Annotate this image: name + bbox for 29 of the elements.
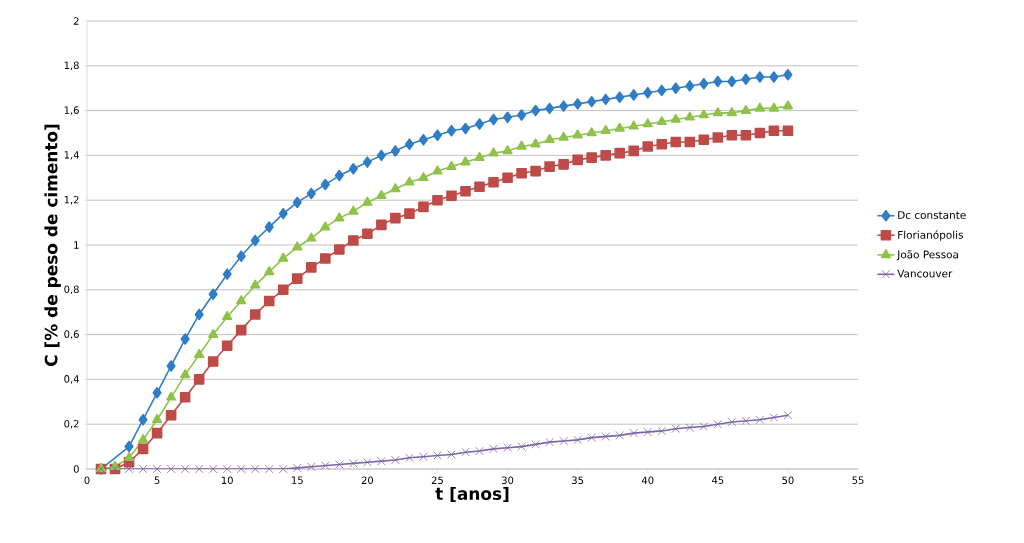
x-tick-label: 50 — [782, 476, 794, 485]
x-tick-label: 55 — [852, 476, 864, 484]
x-tick-label: 40 — [641, 476, 654, 485]
y-tick-label: 1,8 — [64, 61, 79, 71]
x-tick-label: 5 — [154, 476, 160, 484]
y-tick-label: 0,6 — [64, 330, 79, 339]
x-tick-label: 15 — [292, 476, 303, 484]
y-tick-label: 1,2 — [64, 195, 79, 205]
x-tick-label: 25 — [431, 476, 443, 485]
y-tick-label: 1,4 — [64, 151, 79, 160]
y-tick-label: 0,4 — [64, 375, 79, 384]
y-tick-label: 2 — [73, 17, 79, 25]
y-tick-label: 0,2 — [64, 419, 79, 429]
x-axis-title: t [anos] — [435, 486, 509, 502]
x-tick-label: 0 — [84, 476, 90, 485]
x-tick-label: 10 — [221, 476, 233, 485]
y-axis-title: C [% de peso de cimento] — [44, 124, 61, 366]
legend-label: Vancouver — [897, 269, 953, 278]
x-tick-label: 30 — [501, 476, 514, 485]
x-tick-label: 35 — [572, 476, 584, 485]
y-tick-label: 1,6 — [64, 106, 79, 115]
legend-label: Florianópolis — [898, 230, 963, 241]
x-tick-label: 20 — [361, 476, 374, 485]
legend-label: Dc constante — [898, 211, 966, 219]
legend-label: João Pessoa — [896, 250, 958, 261]
y-tick-label: 0,8 — [64, 285, 79, 295]
y-tick-label: 1 — [74, 241, 79, 249]
x-tick-label: 45 — [711, 476, 724, 484]
y-tick-label: 0 — [73, 465, 79, 473]
